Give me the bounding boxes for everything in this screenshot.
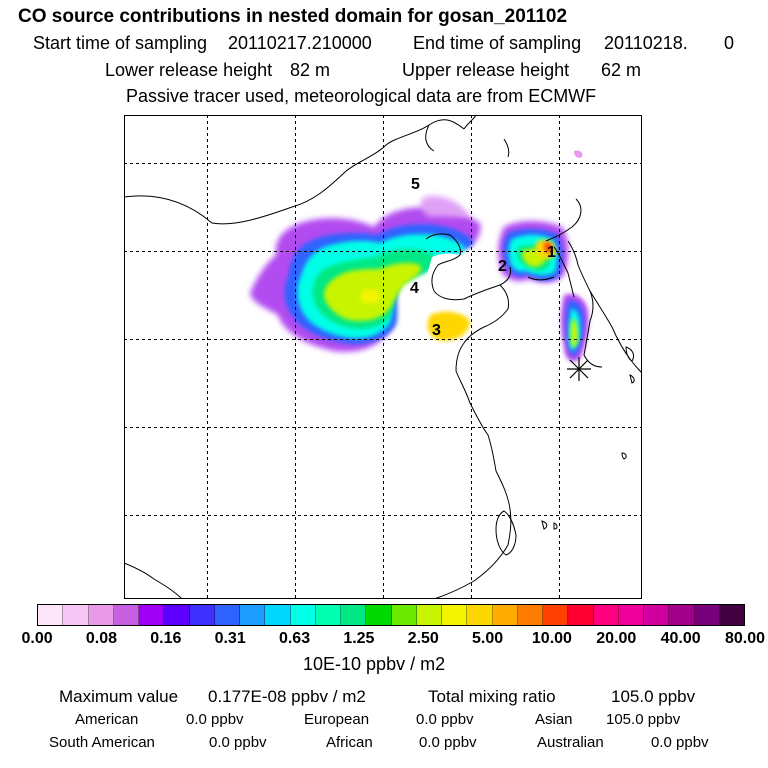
colorbar-segment: [467, 605, 493, 625]
colorbar-segment: [492, 605, 518, 625]
map-panel: 1 2 3 4 5: [124, 115, 642, 599]
south-american-label: South American: [49, 734, 155, 751]
colorbar-segment: [669, 605, 695, 625]
colorbar-segment: [644, 605, 670, 625]
south-american-value: 0.0 ppbv: [209, 734, 267, 751]
colorbar-segment: [341, 605, 367, 625]
colorbar-tick-label: 20.00: [596, 630, 637, 647]
start-time-value: 20110217.210000: [228, 33, 372, 53]
tracer-note: Passive tracer used, meteorological data…: [126, 86, 597, 106]
coastlines: [124, 115, 642, 599]
asian-value: 105.0 ppbv: [606, 711, 681, 728]
colorbar-tick-label: 0.63: [278, 630, 311, 647]
colorbar-tick-label: 2.50: [407, 630, 439, 647]
european-label: European: [304, 711, 370, 728]
colorbar-segment: [139, 605, 165, 625]
colorbar-tick-label: 0.31: [214, 630, 246, 647]
lower-release-label: Lower release height: [105, 60, 273, 80]
colorbar-segment: [366, 605, 392, 625]
australian-value: 0.0 ppbv: [651, 734, 709, 751]
region-label-3: 3: [432, 322, 441, 339]
colorbar-tick-label: 1.25: [343, 630, 375, 647]
region-label-2: 2: [498, 258, 507, 275]
max-value-label: Maximum value: [59, 687, 179, 706]
colorbar-segment: [391, 605, 417, 625]
australian-label: Australian: [537, 734, 604, 751]
african-value: 0.0 ppbv: [419, 734, 477, 751]
end-time-extra: 0: [724, 33, 735, 53]
colorbar-segment: [290, 605, 316, 625]
colorbar-segment: [442, 605, 468, 625]
total-mixing-value: 105.0 ppbv: [611, 687, 696, 706]
receptor-star-marker: [567, 357, 591, 381]
total-mixing-label: Total mixing ratio: [428, 687, 556, 706]
colorbar-tick-label: 10.00: [531, 630, 572, 647]
end-time-label: End time of sampling: [413, 33, 582, 53]
colorbar-segment: [113, 605, 139, 625]
end-time-value: 20110218.: [604, 33, 688, 53]
colorbar-segment: [88, 605, 114, 625]
max-value: 0.177E-08 ppbv / m2: [208, 687, 366, 706]
colorbar-tick-label: 80.00: [725, 630, 766, 647]
colorbar-segment: [214, 605, 240, 625]
colorbar-unit: 10E-10 ppbv / m2: [303, 654, 446, 674]
american-value: 0.0 ppbv: [186, 711, 244, 728]
european-value: 0.0 ppbv: [416, 711, 474, 728]
map-frame: [124, 115, 642, 599]
colorbar-segment: [694, 605, 720, 625]
colorbar-segment: [416, 605, 442, 625]
colorbar-segment: [63, 605, 89, 625]
colorbar-segment: [719, 605, 744, 625]
colorbar-segment: [315, 605, 341, 625]
colorbar-tick-label: 0.00: [21, 630, 53, 647]
colorbar-segment: [568, 605, 594, 625]
sea-areas: [413, 253, 504, 323]
concentration-plume: [250, 150, 589, 362]
lat-lon-grid: [124, 115, 642, 599]
upper-release-label: Upper release height: [402, 60, 570, 80]
colorbar-tick-label: 0.08: [85, 630, 117, 647]
colorbar-tick-label: 40.00: [660, 630, 701, 647]
african-label: African: [326, 734, 373, 751]
american-label: American: [75, 711, 139, 728]
colorbar-segment: [543, 605, 569, 625]
lower-release-value: 82 m: [290, 60, 331, 80]
start-time-label: Start time of sampling: [33, 33, 208, 53]
colorbar-segment: [38, 605, 64, 625]
plot-title: CO source contributions in nested domain…: [18, 6, 568, 27]
colorbar-segment: [189, 605, 215, 625]
colorbar-segment: [164, 605, 190, 625]
region-label-4: 4: [410, 280, 419, 297]
colorbar-segment: [618, 605, 644, 625]
colorbar-segment: [593, 605, 619, 625]
region-label-1: 1: [547, 244, 556, 261]
colorbar: [37, 604, 745, 626]
asian-label: Asian: [535, 711, 573, 728]
colorbar-segment: [517, 605, 543, 625]
colorbar-segment: [240, 605, 266, 625]
colorbar-segment: [265, 605, 291, 625]
colorbar-tick-label: 5.00: [472, 630, 504, 647]
region-label-5: 5: [411, 176, 420, 193]
upper-release-value: 62 m: [601, 60, 642, 80]
colorbar-tick-label: 0.16: [150, 630, 182, 647]
